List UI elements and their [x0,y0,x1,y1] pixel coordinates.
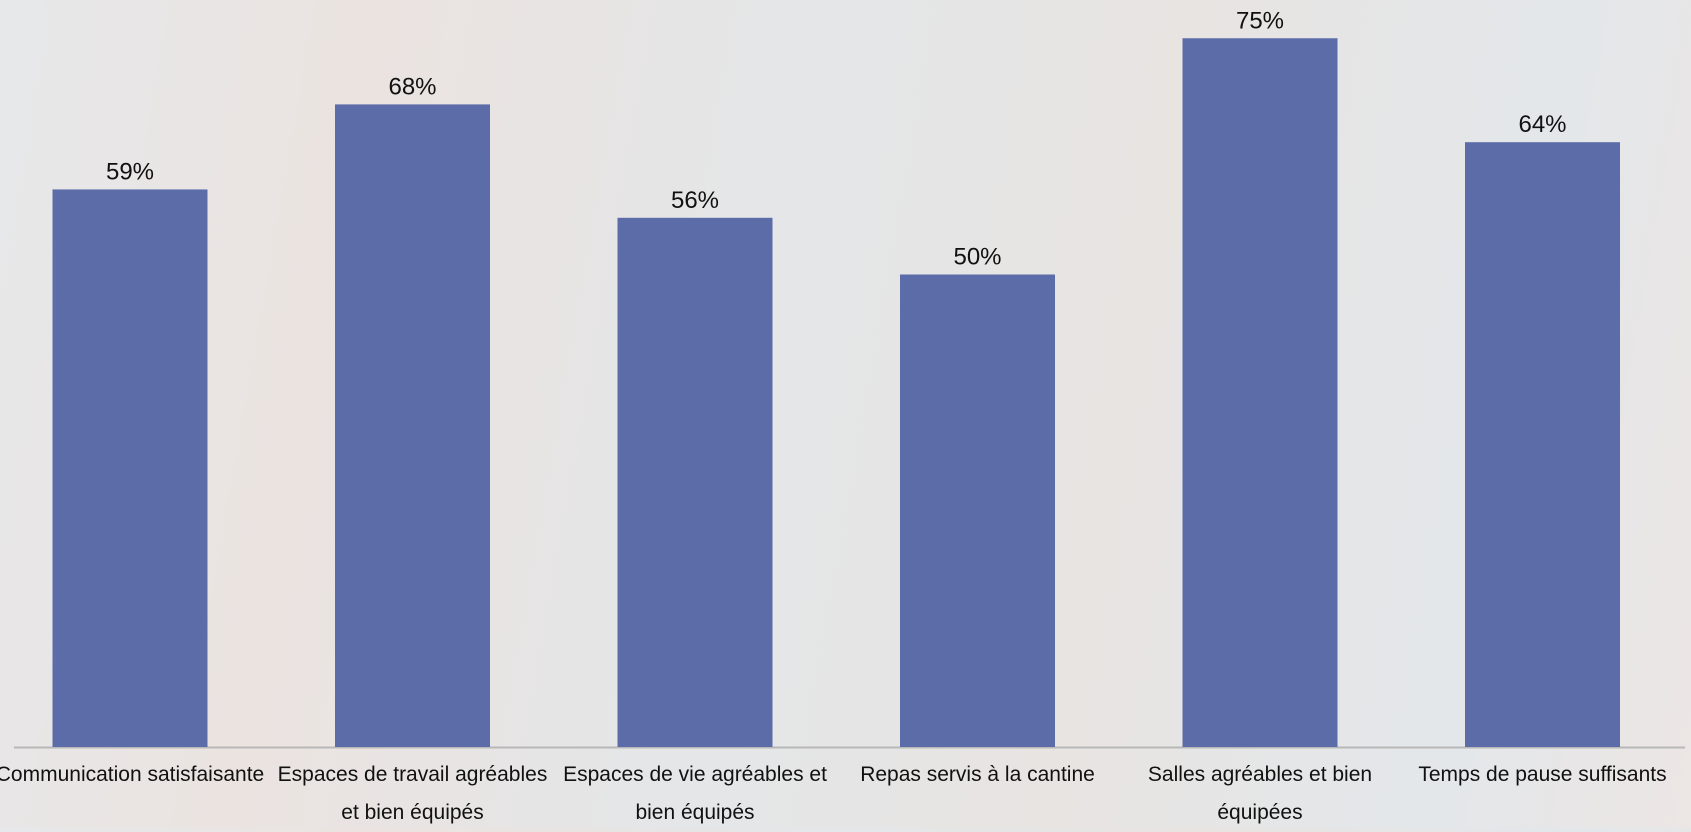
bar [1182,38,1338,747]
value-label: 56% [671,187,719,214]
bar [335,104,490,747]
bar [617,217,773,748]
x-tick-label: Communication satisfaisante [0,763,265,786]
bar [900,274,1055,747]
x-tick-label: Salles agréables et bien équipées [1147,763,1373,824]
value-label: 59% [106,158,154,185]
value-label: 75% [1236,7,1284,34]
x-tick-label: Temps de pause suffisants [1418,763,1667,786]
bar [52,189,208,747]
value-label: 50% [953,244,1001,271]
bar [1465,142,1620,747]
value-label: 68% [388,73,436,100]
x-tick-label: Espaces de vie agréables et bien équipés [563,763,827,824]
x-tick-label: Repas servis à la cantine [860,763,1095,786]
x-tick-label: Espaces de travail agréables et bien équ… [277,763,548,824]
value-label: 64% [1518,111,1566,138]
